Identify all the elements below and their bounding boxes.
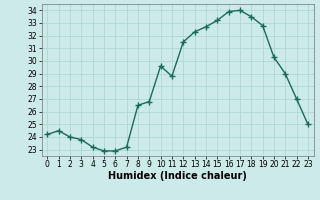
X-axis label: Humidex (Indice chaleur): Humidex (Indice chaleur) — [108, 171, 247, 181]
